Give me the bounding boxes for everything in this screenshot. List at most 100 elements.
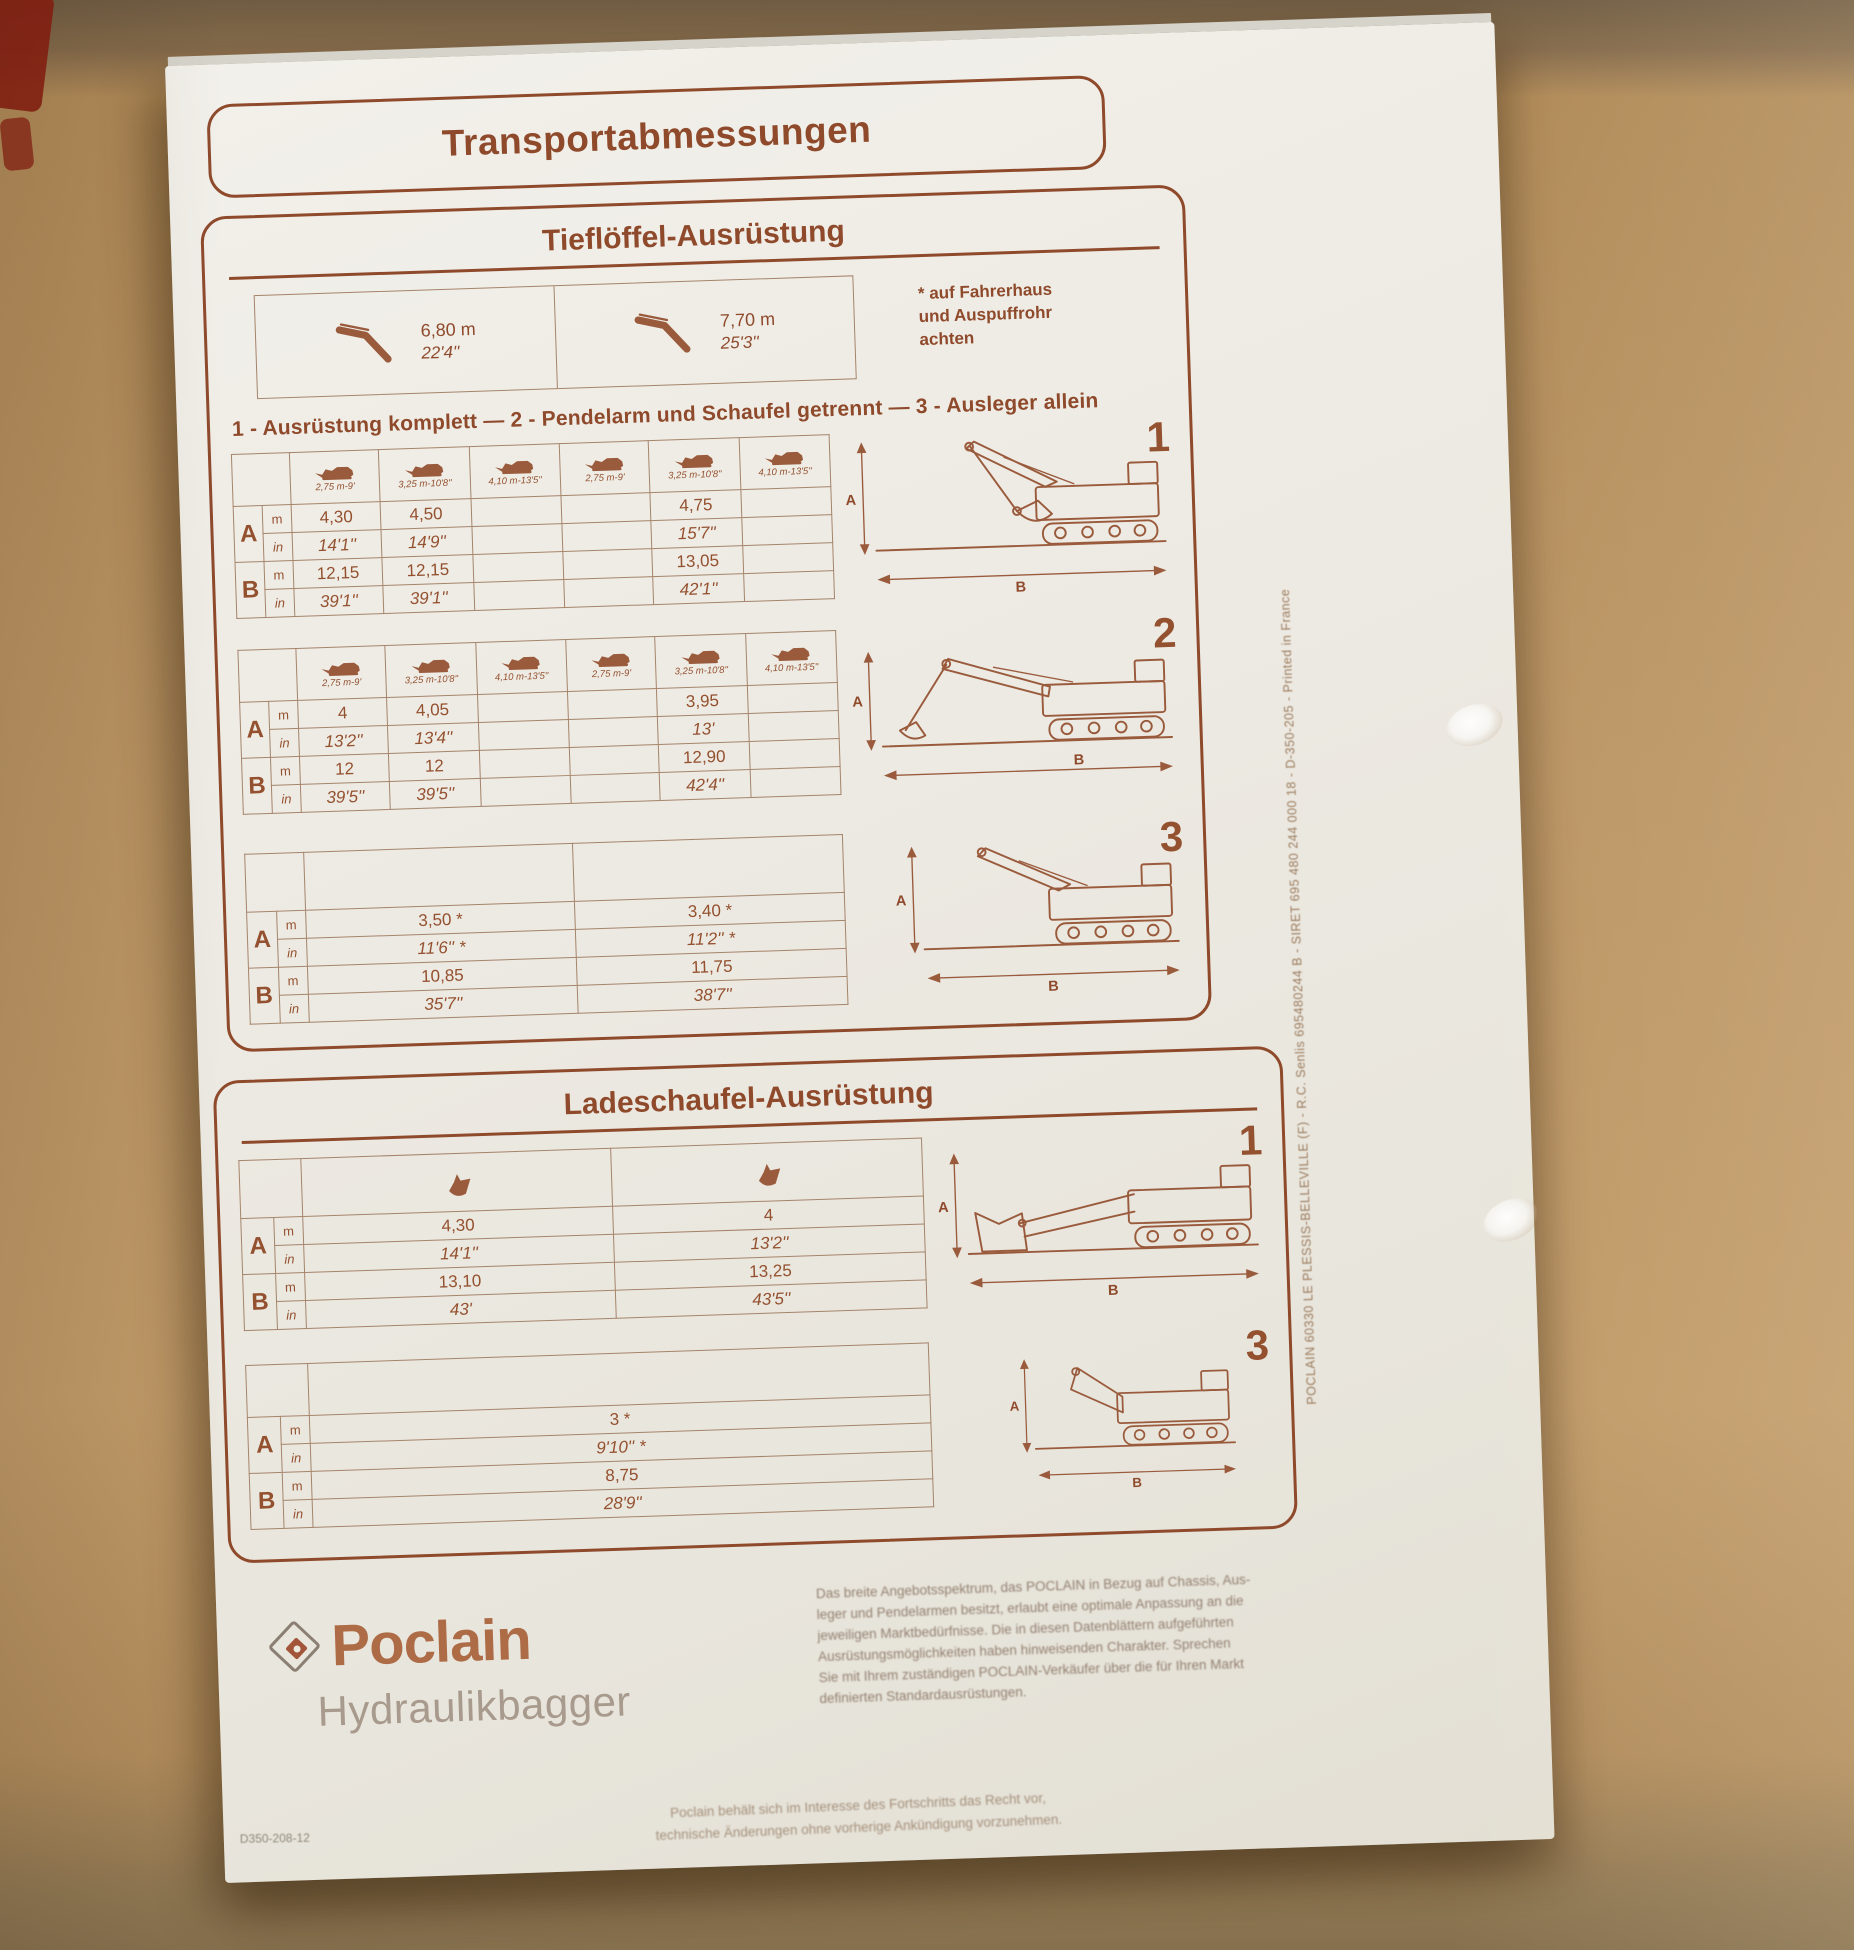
column-label: 4,10 m-13'5'' bbox=[488, 474, 543, 488]
corner-cell bbox=[231, 452, 291, 507]
excavator-diagram-complete: A B bbox=[845, 440, 1167, 596]
unit-label: m bbox=[280, 1415, 311, 1445]
dim-value bbox=[470, 495, 562, 527]
dim-value: 4,75 bbox=[650, 489, 742, 521]
excavator-diagram-boom-only: A B bbox=[896, 846, 1180, 995]
unit-label: in bbox=[271, 784, 302, 814]
transport-excavator-icon bbox=[769, 644, 814, 661]
boom-option-header: 4,10 m-13'5'' bbox=[738, 434, 831, 490]
dim-value: 14'1'' bbox=[291, 529, 383, 561]
svg-text:B: B bbox=[1073, 752, 1084, 768]
row-label-B: B bbox=[242, 1273, 278, 1331]
unit-label: m bbox=[276, 910, 307, 940]
unit-label: in bbox=[277, 938, 308, 968]
svg-text:A: A bbox=[938, 1200, 950, 1216]
product-line: Hydraulikbagger bbox=[316, 1677, 632, 1735]
red-paint-mark bbox=[0, 0, 55, 113]
dim-value: 13' bbox=[657, 713, 749, 745]
dim-value bbox=[749, 766, 842, 798]
figure-separated: 2 A B bbox=[846, 609, 1181, 800]
column-label: 2,75 m-9' bbox=[321, 676, 362, 689]
dim-value bbox=[747, 710, 840, 742]
page-title: Transportabmessungen bbox=[441, 108, 872, 164]
unit-label: in bbox=[263, 532, 293, 562]
dim-value: 3,95 bbox=[656, 685, 748, 717]
dim-value bbox=[748, 738, 841, 770]
footnote-line: achten bbox=[919, 328, 975, 350]
dim-value bbox=[568, 716, 659, 748]
dim-value bbox=[563, 576, 655, 608]
dim-value: 39'5'' bbox=[300, 781, 391, 813]
row-label-A: A bbox=[246, 911, 278, 969]
column-label: 2,75 m-9' bbox=[585, 471, 625, 484]
dim-value bbox=[478, 719, 570, 751]
row-label-B: B bbox=[241, 757, 273, 815]
table-figure-row: 2,75 m-9' 3,25 m-10'8'' 4,10 m-13'5'' 2,… bbox=[237, 609, 1181, 820]
dim-value: 12,15 bbox=[292, 557, 384, 589]
red-paint-mark bbox=[0, 116, 35, 172]
folded-boom-icon bbox=[334, 318, 408, 368]
dim-value bbox=[740, 486, 832, 518]
dim-value: 12,90 bbox=[658, 741, 750, 773]
dim-value: 4,50 bbox=[380, 498, 472, 530]
unit-label: m bbox=[268, 700, 299, 730]
corner-cell bbox=[237, 648, 298, 703]
svg-text:B: B bbox=[1108, 1283, 1119, 1299]
glue-glare-spot bbox=[1440, 696, 1509, 754]
dim-value bbox=[747, 682, 839, 714]
unit-label: in bbox=[276, 1300, 307, 1330]
dim-value: 13'2'' bbox=[298, 725, 389, 757]
boom-option-header: 2,75 m-9' bbox=[565, 636, 657, 692]
figure-loader-boom-only: 3 A B bbox=[939, 1321, 1274, 1502]
unit-label: in bbox=[283, 1499, 313, 1529]
length-m: 6,80 m bbox=[420, 319, 476, 341]
figure-loader-complete: 1 A B bbox=[932, 1116, 1267, 1307]
unit-label: m bbox=[264, 560, 294, 590]
dim-value bbox=[472, 551, 564, 583]
column-label: 4,10 m-13'5'' bbox=[764, 661, 819, 674]
dim-value: 39'5'' bbox=[389, 778, 481, 810]
transport-excavator-icon bbox=[762, 448, 807, 465]
dim-value bbox=[743, 570, 835, 602]
transport-excavator-icon bbox=[672, 451, 717, 468]
transport-excavator-icon bbox=[679, 647, 724, 664]
folded-boom-icon bbox=[634, 308, 708, 358]
document-code: D350-208-12 bbox=[239, 1830, 310, 1846]
unit-label: in bbox=[265, 588, 295, 618]
dimension-table-complete: 2,75 m-9' 3,25 m-10'8'' 4,10 m-13'5'' 2,… bbox=[230, 434, 836, 619]
marketing-text: Das breite Angebotsspektrum, das POCLAIN… bbox=[816, 1569, 1272, 1709]
row-label-A: A bbox=[240, 1217, 276, 1275]
dim-value bbox=[479, 747, 571, 779]
row-label-B: B bbox=[234, 561, 266, 619]
svg-text:A: A bbox=[896, 893, 908, 909]
length-in: 22'4'' bbox=[421, 342, 460, 363]
transport-excavator-icon bbox=[409, 656, 454, 673]
row-label-B: B bbox=[249, 1472, 285, 1530]
dim-value bbox=[570, 772, 661, 804]
svg-text:A: A bbox=[845, 493, 857, 509]
footnote-line: und Auspuffrohr bbox=[918, 302, 1053, 327]
transport-excavator-icon bbox=[402, 460, 447, 477]
section-heading: Tieflöffel-Ausrüstung bbox=[541, 214, 846, 258]
corner-cell bbox=[244, 852, 306, 913]
unit-label: in bbox=[269, 728, 300, 758]
dim-value: 39'1'' bbox=[383, 582, 475, 614]
figure-number: 3 bbox=[1158, 812, 1184, 861]
loader-bucket-icon bbox=[752, 1161, 783, 1188]
row-label-B: B bbox=[248, 967, 280, 1025]
dim-value bbox=[471, 523, 563, 555]
figure-number: 1 bbox=[1145, 412, 1171, 461]
dim-value bbox=[473, 579, 565, 611]
dim-value: 39'1'' bbox=[293, 585, 385, 617]
unit-label: m bbox=[270, 756, 301, 786]
section-heading: Ladeschaufel-Ausrüstung bbox=[563, 1076, 935, 1122]
svg-text:A: A bbox=[852, 694, 864, 710]
svg-text:B: B bbox=[1048, 978, 1059, 994]
empty-header bbox=[303, 843, 575, 911]
dim-value: 4,30 bbox=[290, 501, 382, 533]
boom-option-header: 2,75 m-9' bbox=[559, 440, 651, 496]
footer: Poclain Hydraulikbagger Das breite Angeb… bbox=[216, 1554, 1555, 1898]
unit-label: m bbox=[277, 966, 309, 996]
